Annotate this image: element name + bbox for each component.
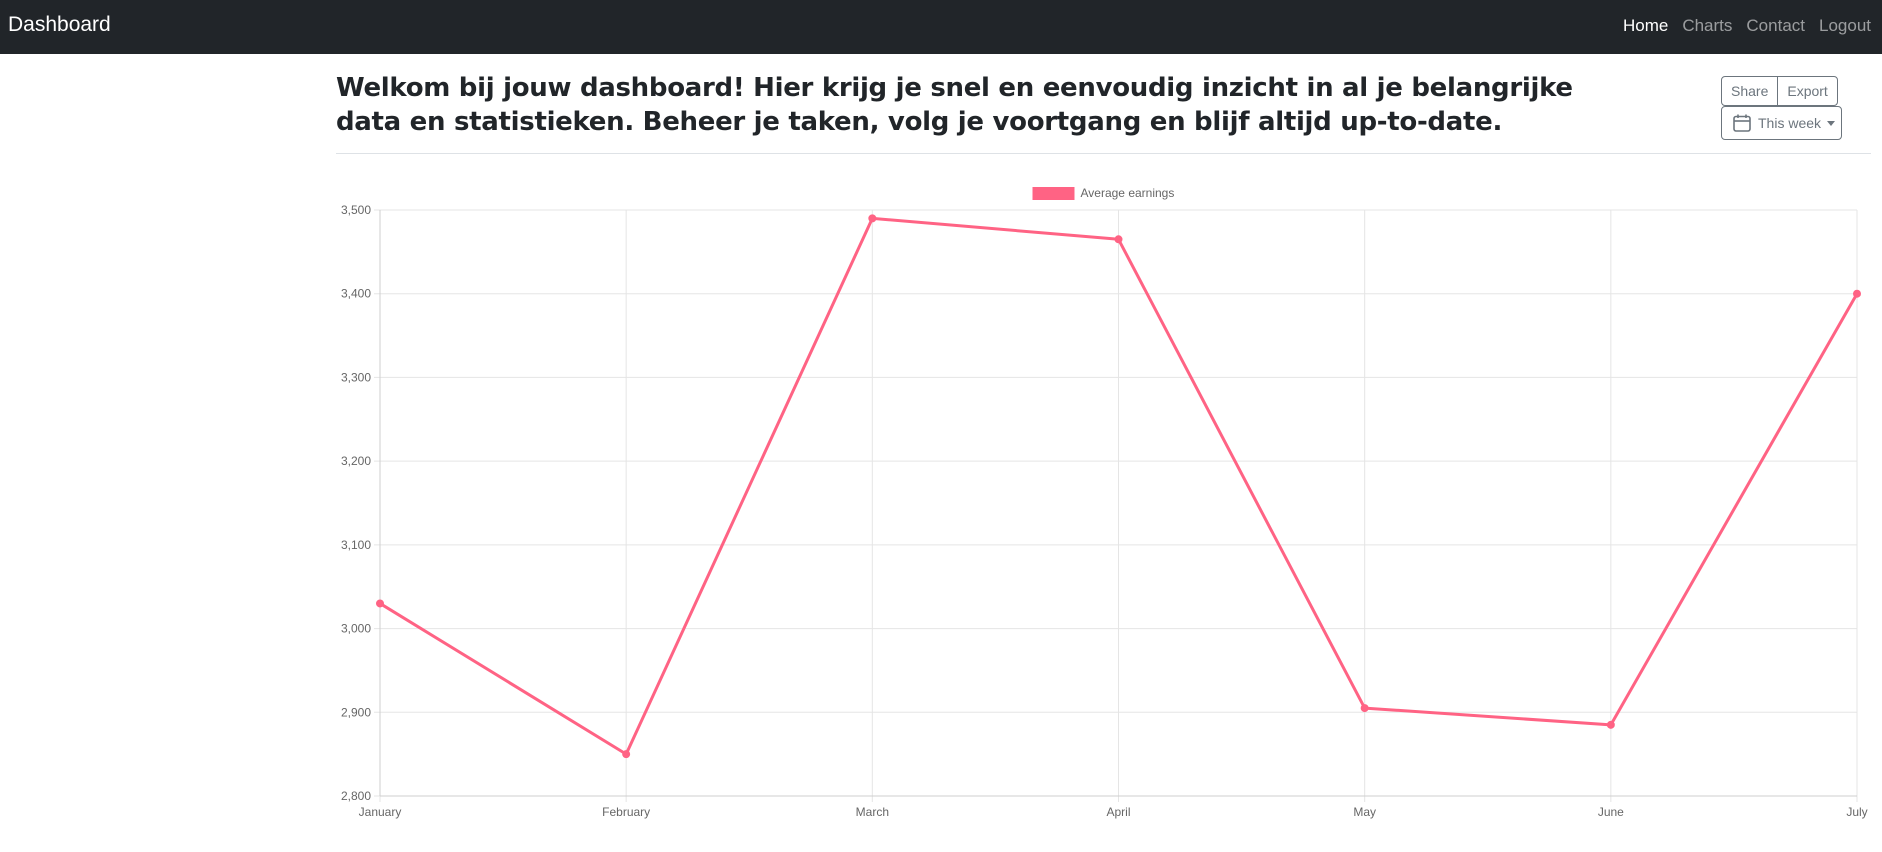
legend-swatch[interactable] xyxy=(1032,187,1075,200)
period-dropdown-button[interactable]: This week xyxy=(1721,106,1842,140)
y-tick-label: 3,000 xyxy=(341,622,371,636)
x-tick-label: March xyxy=(856,805,889,819)
x-tick-label: July xyxy=(1846,805,1867,819)
data-point[interactable] xyxy=(376,599,384,608)
chevron-down-icon xyxy=(1827,120,1836,126)
page-title: Welkom bij jouw dashboard! Hier krijg je… xyxy=(336,73,1573,137)
share-export-group: Share Export xyxy=(1721,76,1838,106)
chart-axes: 3,500 3,400 3,300 3,200 3,100 3,000 2,900 2,800… xyxy=(341,203,1868,819)
nav-link-contact[interactable]: Contact xyxy=(1746,16,1805,35)
calendar-icon xyxy=(1733,114,1751,132)
header-divider xyxy=(336,153,1871,154)
data-point[interactable] xyxy=(868,214,877,223)
period-label: This week xyxy=(1758,115,1822,131)
x-tick-label: April xyxy=(1106,805,1130,819)
chart-series xyxy=(376,214,1861,759)
nav-link-charts[interactable]: Charts xyxy=(1682,16,1733,35)
x-tick-label: January xyxy=(359,805,402,819)
navbar-links: Home Charts Contact Logout xyxy=(1616,16,1878,36)
export-button[interactable]: Export xyxy=(1777,76,1838,106)
chart-grid xyxy=(374,209,1858,802)
legend-label[interactable]: Average earnings xyxy=(1081,186,1175,200)
share-button[interactable]: Share xyxy=(1721,76,1779,106)
top-navbar: Dashboard Home Charts Contact Logout xyxy=(0,0,1882,54)
data-point[interactable] xyxy=(1114,235,1123,244)
y-tick-label: 3,400 xyxy=(341,287,371,301)
chart-legend[interactable]: Average earnings xyxy=(1032,186,1175,200)
y-tick-label: 3,200 xyxy=(341,454,371,468)
data-point[interactable] xyxy=(1606,720,1615,729)
x-tick-label: June xyxy=(1598,805,1624,819)
y-tick-label: 3,100 xyxy=(341,538,371,552)
x-tick-label: February xyxy=(602,805,650,819)
y-tick-label: 3,300 xyxy=(341,370,371,384)
nav-link-logout[interactable]: Logout xyxy=(1819,16,1871,35)
data-point[interactable] xyxy=(1360,704,1369,713)
nav-link-home[interactable]: Home xyxy=(1622,16,1669,35)
y-tick-label: 2,900 xyxy=(341,705,371,719)
line-chart: 3,500 3,400 3,300 3,200 3,100 3,000 2,900 2,800… xyxy=(341,186,1868,819)
x-tick-label: May xyxy=(1353,805,1376,819)
data-point[interactable] xyxy=(622,750,631,759)
navbar-brand[interactable]: Dashboard xyxy=(8,13,111,36)
y-tick-label: 3,500 xyxy=(341,203,371,217)
data-point[interactable] xyxy=(1853,289,1861,298)
y-tick-label: 2,800 xyxy=(341,789,371,803)
